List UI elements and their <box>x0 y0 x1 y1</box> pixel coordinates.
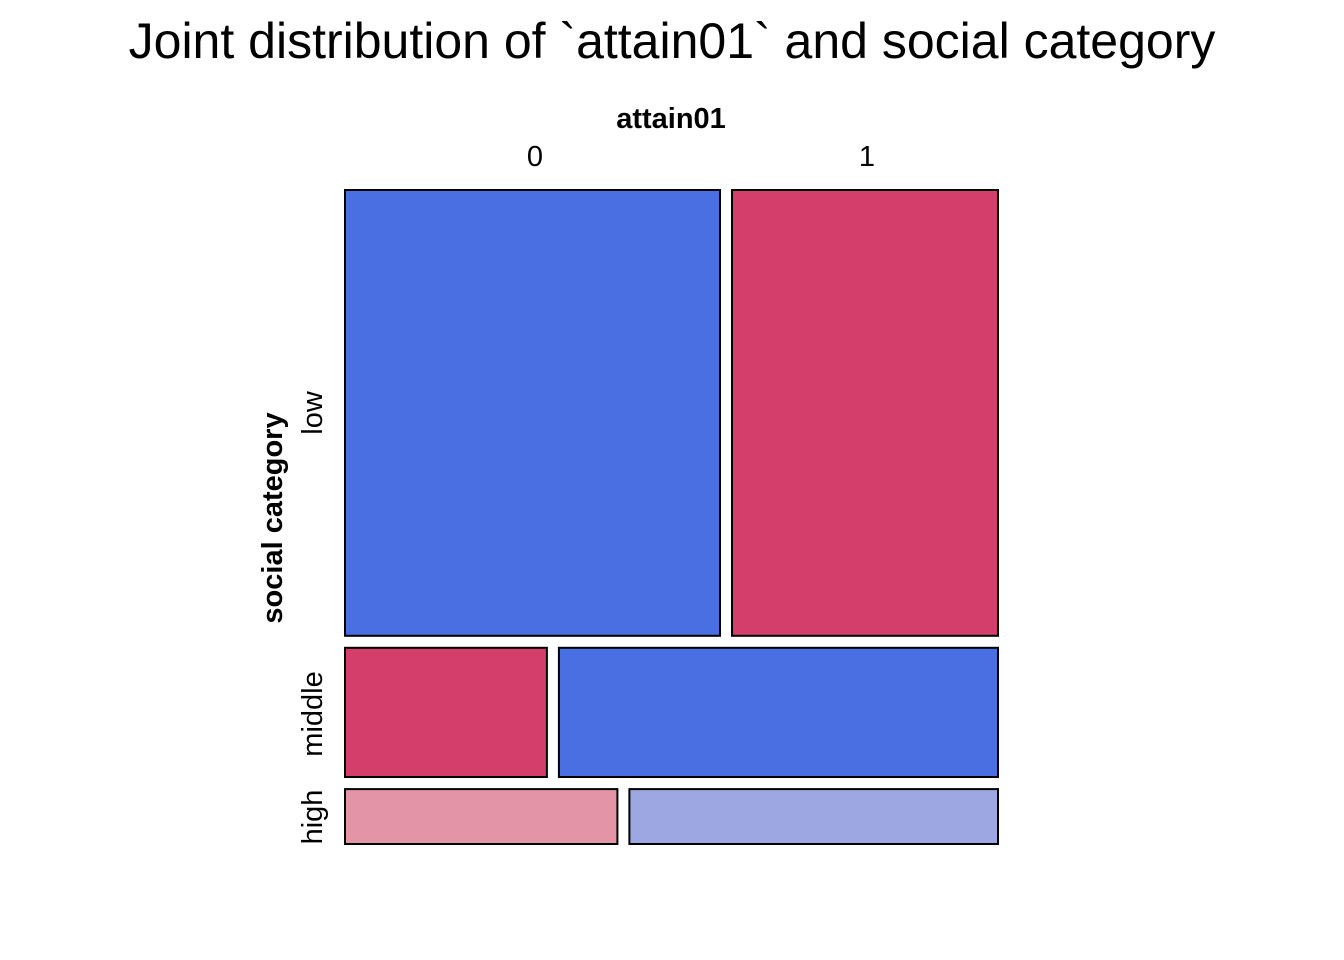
mosaic-cell-low-0 <box>344 189 721 637</box>
chart-title: Joint distribution of `attain01` and soc… <box>129 13 1216 69</box>
mosaic-cell-middle-1 <box>557 646 1000 778</box>
y-tick-label-low: low <box>297 390 329 435</box>
mosaic-cell-middle-0 <box>344 646 548 778</box>
y-tick-label-middle: middle <box>297 671 329 756</box>
x-tick-label-0: 0 <box>527 141 543 173</box>
mosaic-cell-low-1 <box>731 189 999 637</box>
x-tick-label-1: 1 <box>859 141 875 173</box>
mosaic-cell-high-1 <box>628 788 1000 845</box>
mosaic-cells <box>344 189 1000 845</box>
mosaic-cell-high-0 <box>344 788 619 845</box>
x-axis-title: attain01 <box>616 103 726 135</box>
y-axis-title: social category <box>257 412 289 623</box>
y-tick-labels: low middle high <box>297 390 329 844</box>
x-tick-labels: 0 1 <box>527 141 875 173</box>
y-tick-label-high: high <box>297 790 329 845</box>
